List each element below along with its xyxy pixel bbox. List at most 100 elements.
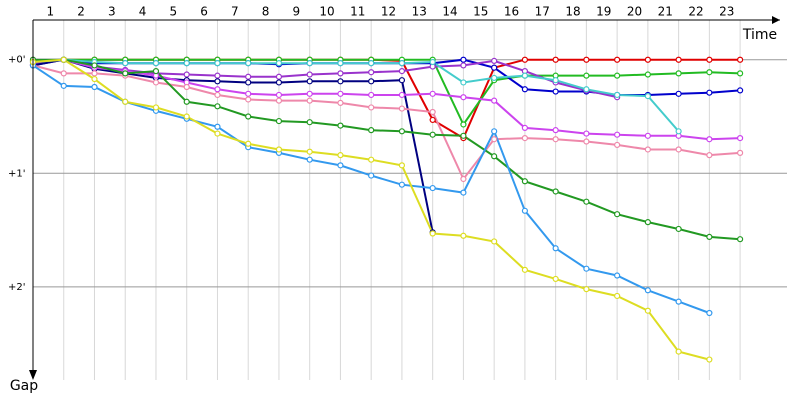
data-point	[245, 113, 252, 120]
y-tick-label: +2'	[8, 282, 26, 293]
data-point	[614, 56, 621, 63]
data-point	[460, 132, 467, 139]
data-point	[183, 113, 190, 120]
x-arrow	[772, 16, 780, 24]
data-point	[368, 172, 375, 179]
data-point	[214, 72, 221, 79]
data-point	[675, 348, 682, 355]
data-point	[675, 90, 682, 97]
data-point	[306, 119, 313, 126]
x-tick-label: 21	[658, 5, 673, 19]
data-point	[675, 70, 682, 77]
series-line	[33, 58, 741, 141]
data-point	[552, 77, 559, 84]
data-point	[398, 105, 406, 112]
data-point	[737, 236, 744, 243]
data-point	[491, 74, 498, 82]
data-point	[491, 136, 498, 143]
data-point	[368, 78, 375, 85]
data-point	[583, 198, 590, 205]
data-point	[214, 123, 221, 130]
data-point	[460, 232, 467, 239]
data-point	[429, 108, 436, 116]
data-point	[337, 152, 344, 159]
data-point	[614, 72, 621, 79]
data-point	[368, 69, 375, 76]
data-point	[306, 71, 313, 78]
data-point	[706, 309, 713, 317]
data-point	[675, 56, 682, 63]
data-point	[337, 90, 344, 97]
data-point	[368, 60, 375, 67]
data-point	[583, 56, 590, 63]
data-point	[460, 62, 467, 69]
data-point	[675, 146, 682, 153]
x-tick-label: 23	[719, 5, 734, 19]
data-point	[306, 60, 313, 67]
x-tick-label: 11	[350, 5, 365, 19]
data-point	[706, 233, 713, 241]
data-point	[122, 60, 129, 67]
y-axis-label: Gap	[10, 378, 38, 394]
x-tick-label: 3	[108, 5, 116, 19]
x-tick-label: 14	[442, 5, 457, 19]
data-point	[152, 104, 160, 111]
data-point	[552, 275, 559, 283]
data-point	[644, 219, 651, 226]
data-point	[429, 58, 436, 66]
data-point	[245, 73, 252, 80]
y-arrow	[29, 370, 37, 380]
data-point	[583, 130, 590, 137]
data-point	[614, 272, 621, 279]
data-point	[491, 64, 498, 71]
data-point	[214, 103, 221, 110]
data-point	[337, 122, 344, 129]
data-point	[245, 79, 252, 86]
x-tick-label: 8	[262, 5, 270, 19]
data-point	[460, 189, 467, 196]
data-point	[337, 78, 344, 85]
data-point	[306, 148, 313, 155]
data-point	[183, 60, 190, 67]
data-point	[275, 146, 283, 153]
data-point	[614, 292, 621, 300]
data-point	[491, 128, 498, 135]
x-tick-label: 7	[231, 5, 239, 19]
data-point	[675, 128, 682, 135]
data-point	[644, 307, 651, 314]
data-point	[737, 56, 744, 63]
plot	[29, 56, 744, 363]
data-point	[91, 75, 98, 83]
data-point	[429, 184, 436, 192]
data-point	[429, 230, 436, 237]
series-line	[33, 58, 741, 241]
data-point	[614, 91, 621, 99]
data-point	[706, 69, 713, 76]
data-point	[398, 181, 406, 188]
data-point	[337, 70, 344, 77]
data-point	[275, 60, 283, 67]
series-line	[32, 64, 741, 181]
x-tick-label: 22	[688, 5, 703, 19]
data-point	[122, 98, 129, 105]
data-point	[644, 71, 651, 78]
data-point	[460, 175, 467, 183]
data-point	[737, 135, 744, 142]
data-point	[214, 86, 221, 93]
data-point	[644, 56, 651, 63]
data-point	[521, 86, 529, 93]
data-point	[368, 91, 375, 99]
data-point	[398, 68, 406, 75]
y-tick-label: +0'	[8, 55, 26, 66]
data-point	[337, 60, 344, 67]
data-point	[60, 70, 67, 77]
x-tick-label: 17	[535, 5, 550, 19]
data-point	[275, 117, 283, 125]
data-point	[183, 83, 190, 91]
data-point	[552, 127, 559, 134]
data-point	[245, 60, 252, 67]
series-line	[32, 58, 434, 233]
data-point	[491, 238, 498, 245]
data-point	[737, 70, 744, 77]
